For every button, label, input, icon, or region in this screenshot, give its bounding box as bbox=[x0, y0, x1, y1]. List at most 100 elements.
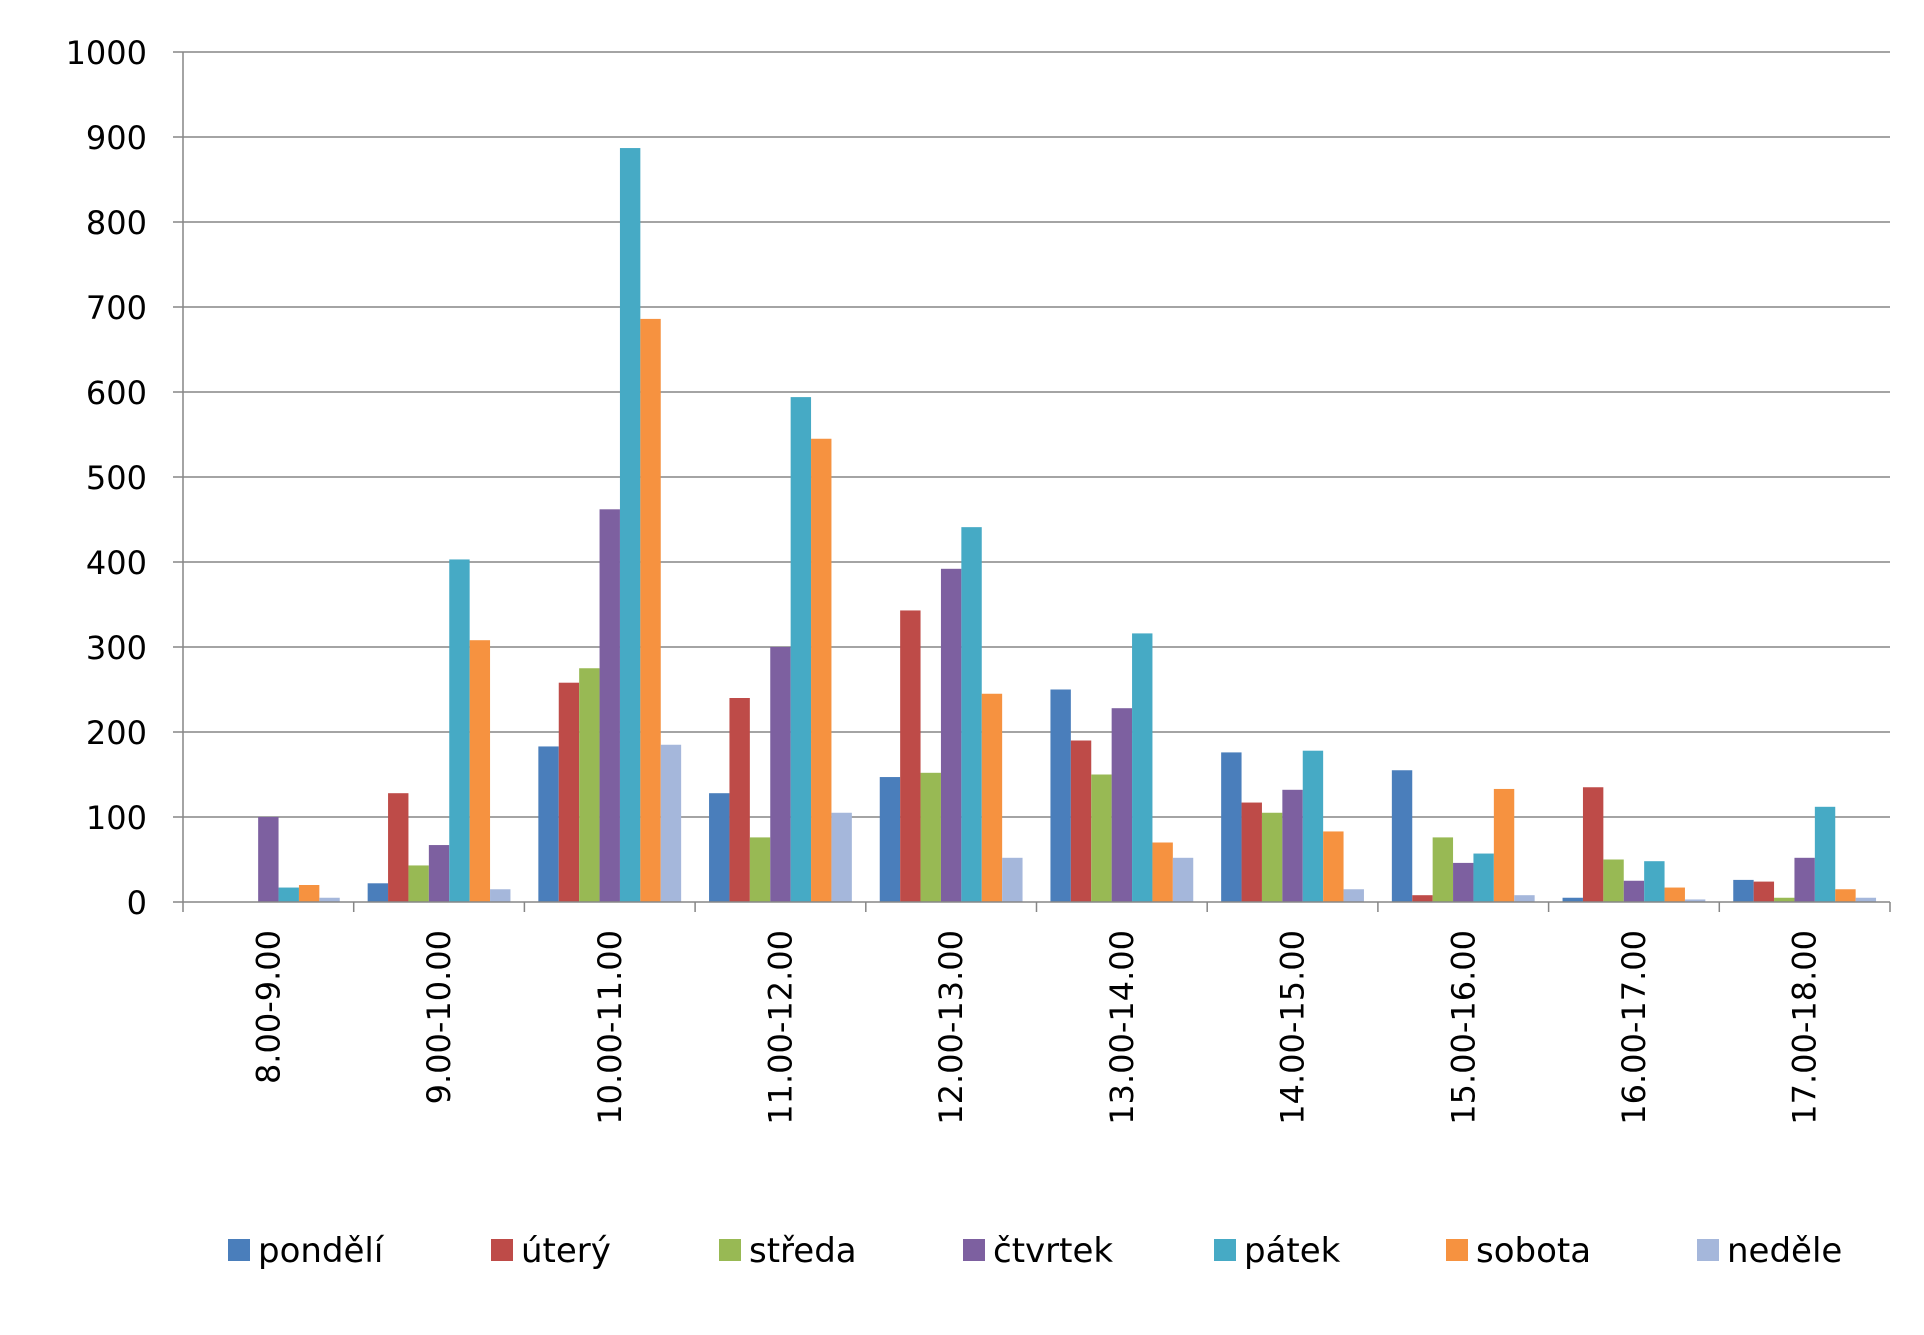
legend-swatch bbox=[963, 1239, 985, 1261]
bar bbox=[1412, 895, 1433, 902]
x-tick-label: 9.00-10.00 bbox=[420, 930, 458, 1104]
legend-label: středa bbox=[749, 1231, 857, 1271]
bar bbox=[640, 318, 661, 902]
legend-label: čtvrtek bbox=[993, 1231, 1113, 1271]
bar bbox=[790, 397, 812, 902]
bar bbox=[1391, 770, 1413, 902]
bar bbox=[1855, 897, 1877, 902]
bar bbox=[619, 148, 641, 903]
bar bbox=[749, 837, 771, 902]
bar bbox=[1493, 788, 1515, 902]
bar bbox=[428, 845, 450, 902]
bar bbox=[449, 559, 470, 902]
legend: pondělí úterý středa čtvrtek pátek sobota nedě… bbox=[228, 1231, 1842, 1271]
bar bbox=[579, 668, 600, 902]
y-tick-label: 100 bbox=[86, 799, 147, 837]
y-tick-label: 1000 bbox=[66, 34, 147, 72]
y-tick-label: 400 bbox=[86, 544, 147, 582]
bar bbox=[1050, 689, 1071, 902]
legend-swatch bbox=[1446, 1239, 1468, 1261]
bar bbox=[1432, 837, 1454, 902]
bar bbox=[1562, 897, 1583, 902]
bar bbox=[1261, 812, 1283, 902]
bar bbox=[1753, 881, 1775, 902]
bar bbox=[1070, 740, 1092, 902]
bar bbox=[599, 509, 620, 902]
gridlines bbox=[183, 51, 1890, 818]
bar bbox=[1132, 633, 1153, 902]
bar bbox=[770, 647, 791, 902]
legend-swatch bbox=[1697, 1239, 1719, 1261]
bar bbox=[1603, 859, 1624, 902]
bar bbox=[1111, 708, 1133, 902]
legend-label: úterý bbox=[521, 1231, 611, 1271]
bar bbox=[1152, 842, 1173, 902]
y-tick-label: 900 bbox=[86, 119, 147, 157]
x-tick-label: 11.00-12.00 bbox=[761, 930, 799, 1125]
y-tick-label: 500 bbox=[86, 459, 147, 497]
x-tick-label: 14.00-15.00 bbox=[1274, 930, 1312, 1125]
x-tick-label: 8.00-9.00 bbox=[249, 930, 287, 1084]
bar bbox=[469, 640, 491, 902]
bar bbox=[1241, 802, 1262, 902]
bar bbox=[1221, 752, 1242, 902]
x-tick-label: 17.00-18.00 bbox=[1786, 930, 1824, 1125]
bar bbox=[258, 817, 279, 902]
legend-label: neděle bbox=[1727, 1231, 1842, 1271]
y-tick-label: 700 bbox=[86, 289, 147, 327]
bar bbox=[1514, 895, 1535, 902]
legend-swatch bbox=[228, 1239, 250, 1261]
bar bbox=[408, 865, 429, 902]
legend-label: pondělí bbox=[258, 1231, 385, 1271]
y-axis-tick-labels: 0 100 200 300 400 500 600 700 800 900 1000 bbox=[66, 34, 147, 922]
bar bbox=[388, 793, 409, 902]
bar bbox=[1794, 857, 1815, 902]
bar bbox=[920, 772, 941, 902]
bar bbox=[1172, 857, 1194, 902]
bar bbox=[940, 568, 962, 902]
bar bbox=[900, 610, 921, 902]
legend-label: pátek bbox=[1244, 1231, 1341, 1271]
bars bbox=[258, 148, 1877, 903]
legend-swatch bbox=[1214, 1239, 1236, 1261]
bar bbox=[1644, 861, 1665, 902]
bar bbox=[1002, 857, 1023, 902]
bar bbox=[1664, 887, 1685, 902]
axes bbox=[173, 51, 1891, 912]
bar bbox=[729, 698, 750, 902]
bar bbox=[1302, 750, 1324, 902]
y-tick-label: 600 bbox=[86, 374, 147, 412]
bar bbox=[1835, 889, 1856, 902]
bar bbox=[1582, 787, 1604, 902]
bar bbox=[1814, 806, 1836, 902]
x-axis-tick-labels: 8.00-9.00 9.00-10.00 10.00-11.00 11.00-12.0… bbox=[249, 930, 1823, 1125]
bar bbox=[490, 889, 511, 902]
y-tick-label: 800 bbox=[86, 204, 147, 242]
bar bbox=[879, 777, 901, 902]
y-tick-label: 200 bbox=[86, 714, 147, 752]
bar bbox=[660, 744, 682, 902]
bar bbox=[278, 887, 299, 902]
bar bbox=[1453, 862, 1474, 902]
bar bbox=[538, 746, 559, 902]
bar bbox=[298, 885, 320, 902]
bar bbox=[811, 438, 832, 902]
y-tick-label: 0 bbox=[127, 884, 147, 922]
x-tick-label: 10.00-11.00 bbox=[591, 930, 629, 1125]
bar bbox=[709, 793, 730, 902]
bar bbox=[1343, 889, 1364, 902]
bar bbox=[558, 682, 580, 902]
bar bbox=[1282, 789, 1303, 902]
bar bbox=[961, 527, 982, 902]
bar bbox=[1091, 774, 1112, 902]
bar bbox=[367, 883, 389, 902]
x-tick-label: 12.00-13.00 bbox=[932, 930, 970, 1125]
bar bbox=[1473, 853, 1494, 902]
bar bbox=[319, 897, 340, 902]
bar bbox=[981, 693, 1003, 902]
legend-label: sobota bbox=[1476, 1231, 1591, 1271]
bar bbox=[831, 812, 852, 902]
bar bbox=[1774, 897, 1795, 902]
x-tick-label: 16.00-17.00 bbox=[1615, 930, 1653, 1125]
